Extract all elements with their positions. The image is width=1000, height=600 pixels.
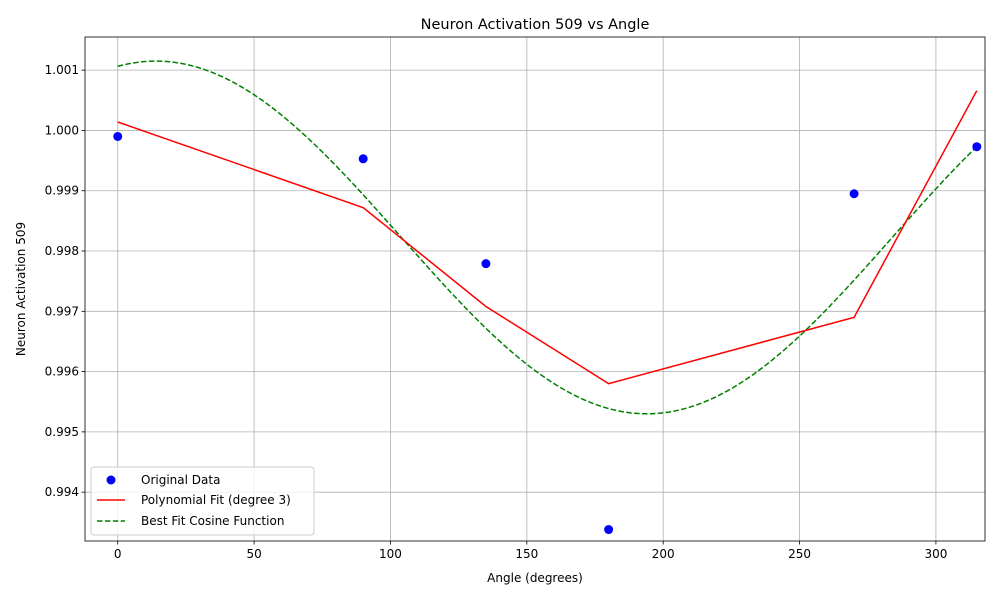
legend-marker-original-data <box>106 475 116 485</box>
data-point <box>358 154 368 164</box>
x-tick-label: 300 <box>924 547 947 561</box>
x-tick-label: 250 <box>788 547 811 561</box>
y-tick-label: 0.997 <box>45 304 79 318</box>
y-axis-label: Neuron Activation 509 <box>14 222 28 356</box>
x-tick-label: 150 <box>515 547 538 561</box>
y-tick-label: 0.999 <box>45 184 79 198</box>
y-tick-label: 0.998 <box>45 244 79 258</box>
y-tick-label: 1.000 <box>45 123 79 137</box>
legend-label-original-data: Original Data <box>141 473 220 487</box>
data-point <box>604 525 614 535</box>
x-tick-label: 50 <box>246 547 261 561</box>
legend-label-polynomial-fit: Polynomial Fit (degree 3) <box>141 493 291 507</box>
chart-title: Neuron Activation 509 vs Angle <box>421 17 650 33</box>
data-point <box>849 189 859 199</box>
y-tick-label: 0.996 <box>45 365 79 379</box>
y-tick-label: 1.001 <box>45 63 79 77</box>
data-point <box>972 142 982 152</box>
scatter-layer <box>113 131 982 535</box>
legend-label-cosine-fit: Best Fit Cosine Function <box>141 514 284 528</box>
x-axis-ticks: 0 50 100 150 200 250 300 <box>114 541 947 561</box>
x-tick-label: 100 <box>379 547 402 561</box>
plot-frame <box>84 36 986 542</box>
legend-box <box>90 466 315 536</box>
polynomial-fit-line <box>117 90 978 385</box>
y-axis-ticks: 0.994 0.995 0.996 0.997 0.998 0.999 1.000 1.001 <box>45 63 85 499</box>
x-tick-label: 200 <box>652 547 675 561</box>
x-axis-label: Angle (degrees) <box>487 571 583 585</box>
poly-layer <box>117 90 978 385</box>
cosine-layer <box>117 60 978 415</box>
y-tick-label: 0.994 <box>45 485 79 499</box>
y-tick-label: 0.995 <box>45 425 79 439</box>
data-point <box>113 131 123 141</box>
data-point <box>481 259 491 269</box>
cosine-fit-line <box>117 60 978 415</box>
x-tick-label: 0 <box>114 547 122 561</box>
legend: Original Data Polynomial Fit (degree 3) … <box>90 466 315 536</box>
